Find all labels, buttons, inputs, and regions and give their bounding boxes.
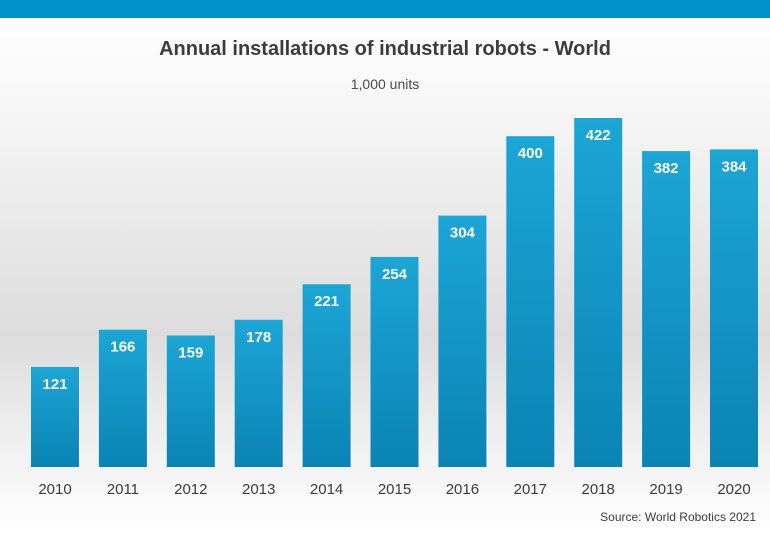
bar-2013 bbox=[234, 319, 283, 467]
header-bar bbox=[0, 0, 770, 18]
bar-2011 bbox=[98, 329, 147, 467]
x-tick-2016: 2016 bbox=[446, 481, 479, 498]
x-tick-2015: 2015 bbox=[378, 481, 411, 498]
bar-2016 bbox=[438, 215, 487, 467]
bar-2012 bbox=[166, 335, 215, 467]
value-label-2014: 221 bbox=[314, 293, 339, 310]
value-label-2010: 121 bbox=[42, 376, 67, 393]
value-label-2016: 304 bbox=[450, 225, 476, 242]
chart-title: Annual installations of industrial robot… bbox=[159, 38, 611, 60]
value-labels-group: 121 166 159 178 221 254 304 400 422 382 384 bbox=[42, 127, 747, 393]
value-label-2018: 422 bbox=[586, 127, 611, 144]
x-tick-2017: 2017 bbox=[514, 481, 547, 498]
x-tick-2018: 2018 bbox=[582, 481, 615, 498]
x-tick-2014: 2014 bbox=[310, 481, 343, 498]
x-tick-2013: 2013 bbox=[242, 481, 275, 498]
bar-2020 bbox=[710, 149, 758, 467]
bar-2018 bbox=[574, 118, 623, 467]
value-label-2015: 254 bbox=[382, 266, 408, 283]
chart-subtitle: 1,000 units bbox=[350, 76, 420, 92]
bar-2014 bbox=[302, 284, 351, 467]
source-note: Source: World Robotics 2021 bbox=[600, 510, 756, 524]
x-tick-2010: 2010 bbox=[38, 481, 71, 498]
bar-2017 bbox=[506, 136, 555, 467]
value-label-2011: 166 bbox=[110, 339, 135, 356]
bar-2019 bbox=[642, 151, 691, 467]
bar-2015 bbox=[370, 256, 419, 467]
x-tick-2011: 2011 bbox=[107, 481, 139, 498]
x-tick-2019: 2019 bbox=[649, 481, 682, 498]
bar-2010 bbox=[31, 366, 79, 467]
bars-group bbox=[31, 118, 758, 467]
x-tick-2020: 2020 bbox=[717, 481, 750, 498]
value-label-2017: 400 bbox=[518, 145, 543, 162]
x-axis-ticks: 2010 2011 2012 2013 2014 2015 2016 2017 2018 2019… bbox=[38, 481, 750, 498]
x-tick-2012: 2012 bbox=[174, 481, 207, 498]
value-label-2020: 384 bbox=[721, 158, 747, 175]
value-label-2019: 382 bbox=[654, 160, 679, 177]
value-label-2013: 178 bbox=[246, 329, 271, 346]
value-label-2012: 159 bbox=[178, 345, 203, 362]
